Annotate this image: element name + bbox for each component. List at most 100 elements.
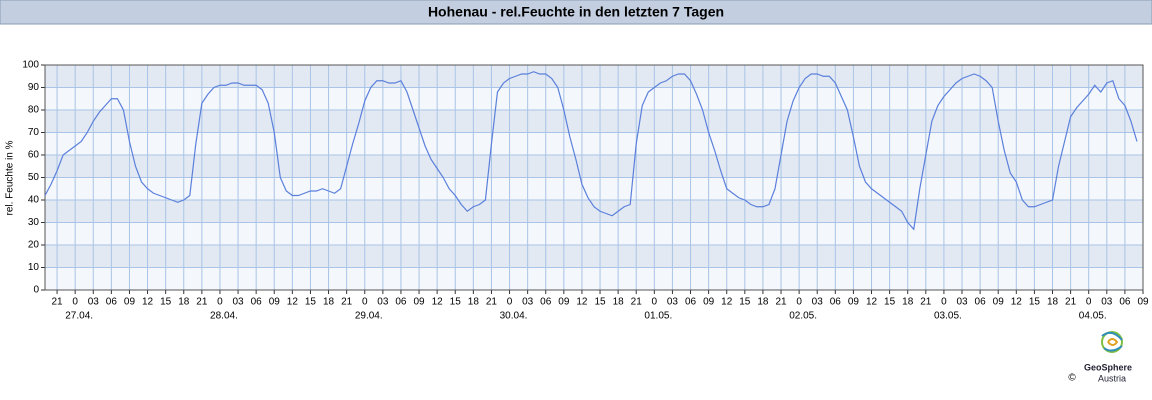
date-label: 01.05. [644,311,672,322]
x-tick-label: 06 [1119,297,1131,308]
x-tick-label: 09 [703,297,715,308]
x-tick-label: 12 [142,297,154,308]
x-tick-label: 0 [72,297,78,308]
date-label: 30.04. [500,311,528,322]
copyright: © [1068,373,1076,384]
x-tick-label: 18 [613,297,625,308]
date-label: 03.05. [934,311,962,322]
y-tick-label: 20 [28,240,40,251]
x-tick-label: 06 [251,297,263,308]
band [45,155,1143,178]
y-tick-label: 50 [28,172,40,183]
x-tick-label: 12 [432,297,444,308]
x-tick-label: 03 [667,297,679,308]
date-label: 29.04. [355,311,383,322]
x-tick-label: 03 [522,297,534,308]
x-tick-label: 06 [106,297,118,308]
title-bar [0,0,1152,25]
x-tick-label: 03 [88,297,100,308]
x-tick-label: 12 [1011,297,1023,308]
x-tick-label: 03 [812,297,824,308]
date-label: 28.04. [210,311,238,322]
x-tick-label: 15 [884,297,896,308]
x-tick-label: 0 [1086,297,1092,308]
x-tick-label: 21 [486,297,498,308]
band [45,200,1143,223]
x-tick-label: 21 [196,297,208,308]
x-tick-label: 18 [468,297,480,308]
y-tick-label: 70 [28,127,40,138]
x-tick-label: 18 [178,297,190,308]
x-tick-label: 06 [685,297,697,308]
logo-name: GeoSphere [1084,362,1132,372]
x-tick-label: 06 [395,297,407,308]
x-tick-label: 21 [920,297,932,308]
band [45,87,1143,110]
x-tick-label: 15 [160,297,172,308]
x-tick-label: 12 [721,297,733,308]
date-label: 02.05. [789,311,817,322]
plot-area: 21 0 03 06 09 12 15 18 21 0 03 06 09 12 15 18 21 0 03 06 09 1… [22,60,1149,322]
logo-icon [1101,331,1123,353]
band [45,65,1143,88]
band [45,132,1143,155]
x-tick-label: 09 [558,297,570,308]
x-tick-label: 21 [52,297,64,308]
x-tick-label: 21 [341,297,353,308]
x-tick-label: 03 [956,297,968,308]
x-tick-label: 09 [848,297,860,308]
x-tick-label: 06 [540,297,552,308]
x-tick-label: 0 [507,297,513,308]
x-tick-label: 0 [362,297,368,308]
logo-sub: Austria [1098,373,1126,383]
x-tick-label: 0 [941,297,947,308]
y-tick-label: 90 [28,82,40,93]
y-tick-label: 0 [33,285,39,296]
x-tick-label: 09 [413,297,425,308]
x-tick-label: 06 [975,297,987,308]
x-tick-label: 21 [1065,297,1077,308]
x-tick-label: 09 [993,297,1005,308]
x-tick-label: 21 [775,297,787,308]
x-tick-label: 0 [217,297,223,308]
date-label: 27.04. [65,311,93,322]
data-line [44,71,1138,231]
y-tick-label: 100 [22,60,39,71]
y-tick-label: 30 [28,217,40,228]
x-tick-label: 0 [796,297,802,308]
x-tick-label: 0 [652,297,658,308]
y-tick-label: 40 [28,195,40,206]
x-tick-label: 03 [377,297,389,308]
x-tick-label: 18 [902,297,914,308]
x-tick-label: 09 [124,297,136,308]
x-tick-label: 15 [1029,297,1041,308]
x-tick-label: 18 [1047,297,1059,308]
band [45,222,1143,245]
plot-border [44,64,1144,291]
x-tick-label: 18 [323,297,335,308]
x-tick-label: 15 [305,297,317,308]
band [45,267,1143,290]
x-tick-label: 09 [1137,297,1149,308]
x-tick-label: 15 [739,297,751,308]
y-tick-label: 10 [28,262,40,273]
x-tick-label: 21 [631,297,643,308]
chart-title: Hohenau - rel.Feuchte in den letzten 7 T… [428,4,724,20]
band [45,245,1143,268]
y-axis-label: rel. Feuchte in % [5,140,16,215]
x-tick-label: 12 [287,297,299,308]
x-tick-label: 06 [830,297,842,308]
x-tick-label: 18 [757,297,769,308]
x-tick-label: 03 [232,297,244,308]
x-tick-label: 12 [866,297,878,308]
x-tick-label: 09 [269,297,281,308]
y-tick-label: 60 [28,150,40,161]
x-tick-label: 15 [450,297,462,308]
band [45,177,1143,200]
band [45,110,1143,133]
y-tick-label: 80 [28,105,40,116]
x-tick-label: 12 [576,297,588,308]
date-label: 04.05. [1079,311,1107,322]
